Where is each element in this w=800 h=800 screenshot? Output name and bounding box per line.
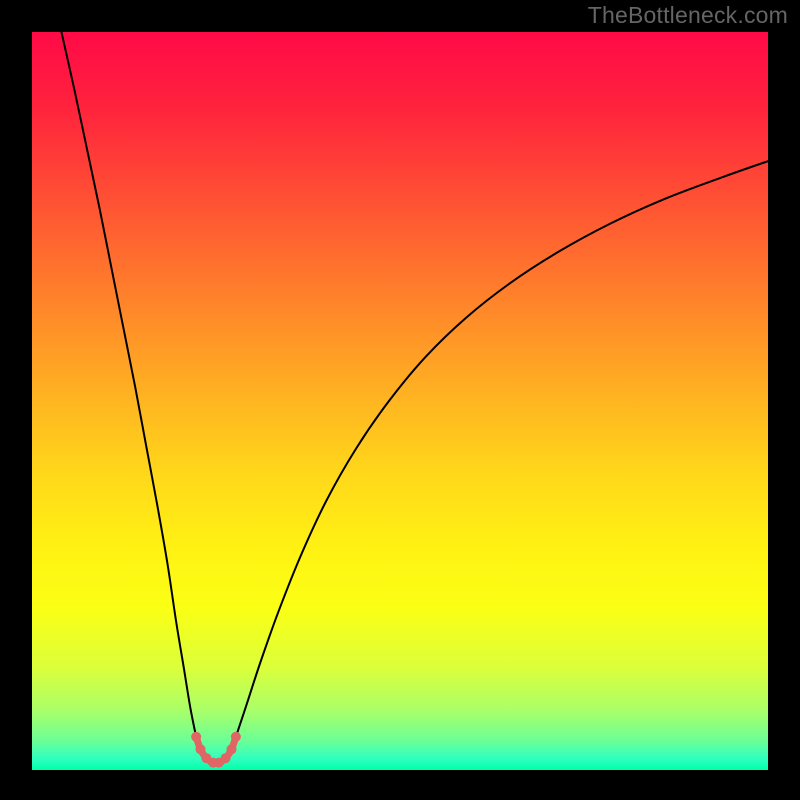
- trough-dot: [226, 744, 236, 754]
- trough-dot: [231, 732, 241, 742]
- gradient-plot-area: [32, 32, 768, 770]
- bottleneck-chart: [0, 0, 800, 800]
- trough-dot: [196, 744, 206, 754]
- trough-dot: [191, 732, 201, 742]
- watermark-text: TheBottleneck.com: [588, 2, 788, 29]
- trough-dot: [221, 753, 231, 763]
